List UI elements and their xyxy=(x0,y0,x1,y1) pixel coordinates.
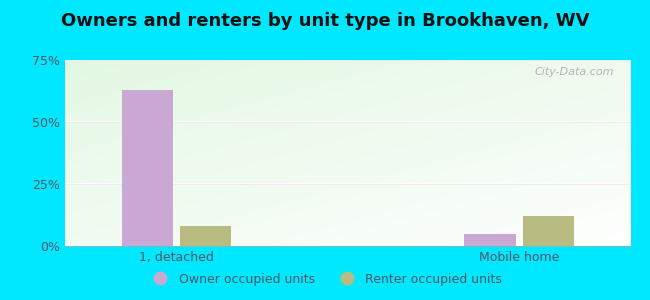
Bar xyxy=(523,216,574,246)
Bar xyxy=(180,226,231,246)
Bar xyxy=(464,234,515,246)
Bar xyxy=(122,90,173,246)
Text: Owners and renters by unit type in Brookhaven, WV: Owners and renters by unit type in Brook… xyxy=(60,12,590,30)
Legend: Owner occupied units, Renter occupied units: Owner occupied units, Renter occupied un… xyxy=(143,268,507,291)
Text: City-Data.com: City-Data.com xyxy=(534,68,614,77)
